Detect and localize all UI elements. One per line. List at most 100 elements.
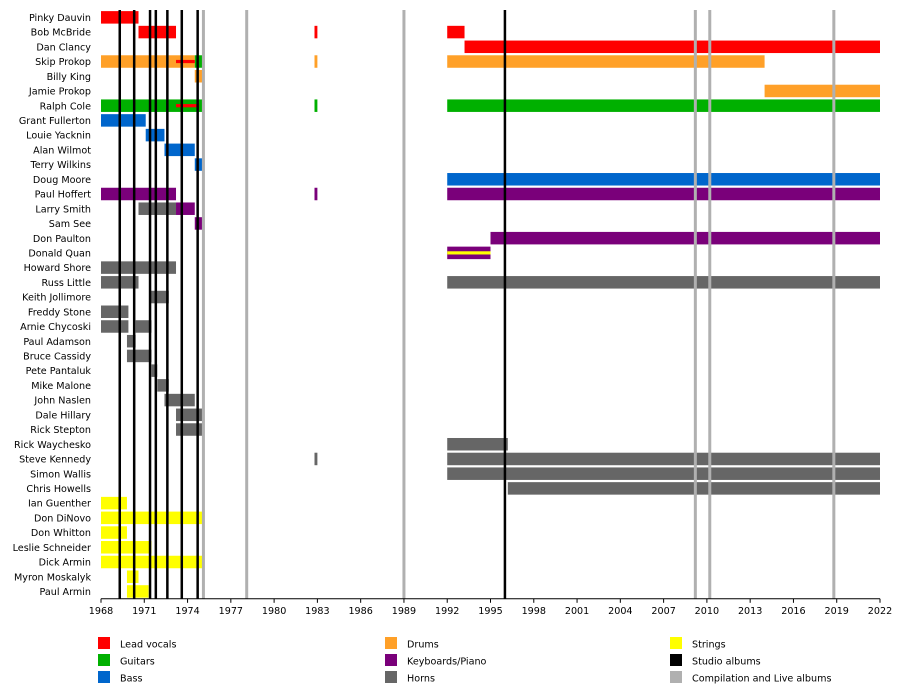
member-label-pete-pantaluk: Pete Pantaluk xyxy=(26,366,92,377)
member-label-john-naslen: John Naslen xyxy=(33,396,91,407)
legend-label-keys: Keyboards/Piano xyxy=(407,657,487,668)
member-label-dan-clancy: Dan Clancy xyxy=(36,42,91,53)
x-tick-label-1992: 1992 xyxy=(435,606,459,617)
bar-larry-smith-horns xyxy=(138,202,177,215)
bar-skip-prokop-drums xyxy=(314,55,318,68)
bar-russ-little-horns xyxy=(447,276,880,289)
bar-paul-hoffert-keys xyxy=(314,187,318,201)
bar-ralph-cole-guitars xyxy=(447,99,880,112)
x-tick-label-2001: 2001 xyxy=(565,606,589,617)
bar-paul-hoffert-keys xyxy=(447,187,880,201)
member-label-russ-little: Russ Little xyxy=(42,278,92,289)
x-tick-label-1989: 1989 xyxy=(392,606,416,617)
x-tick-label-2016: 2016 xyxy=(781,606,805,617)
member-label-bruce-cassidy: Bruce Cassidy xyxy=(23,352,91,363)
bar-alan-wilmot-bass xyxy=(164,143,195,157)
bar-pete-pantaluk-horns xyxy=(151,364,158,377)
legend: Lead vocals Guitars Bass Drums Keyboards/Pia… xyxy=(98,637,831,685)
legend-label-strings: Strings xyxy=(692,640,726,651)
x-tick-label-2010: 2010 xyxy=(695,606,719,617)
member-label-don-dinovo: Don DiNovo xyxy=(34,513,91,524)
bar-simon-wallis-horns xyxy=(447,467,880,480)
legend-swatch-horns xyxy=(385,671,397,683)
bar-don-dinovo-strings xyxy=(101,511,202,525)
member-label-myron-moskalyk: Myron Moskalyk xyxy=(14,572,91,583)
member-bars xyxy=(101,11,880,598)
bar-doug-moore-bass xyxy=(447,173,880,186)
x-tick-label-1983: 1983 xyxy=(305,606,329,617)
x-tick-label-1986: 1986 xyxy=(348,606,372,617)
bar-bob-mcbride-vocals xyxy=(314,25,318,39)
member-label-dale-hillary: Dale Hillary xyxy=(35,410,91,421)
bar-bob-mcbride-vocals xyxy=(447,25,465,39)
member-label-ralph-cole: Ralph Cole xyxy=(40,101,91,112)
member-label-freddy-stone: Freddy Stone xyxy=(28,307,91,318)
member-label-donald-quan: Donald Quan xyxy=(28,248,91,259)
bar-grant-fullerton-bass xyxy=(101,114,146,127)
x-tick-label-1968: 1968 xyxy=(89,606,113,617)
legend-swatch-vocals xyxy=(98,637,110,649)
member-label-arnie-chycoski: Arnie Chycoski xyxy=(20,322,91,333)
member-label-rick-stepton: Rick Stepton xyxy=(30,425,91,436)
overlay-skip-prokop-vocals xyxy=(176,59,195,64)
legend-swatch-guitars xyxy=(98,654,110,666)
member-label-bob-mcbride: Bob McBride xyxy=(31,28,91,39)
member-label-larry-smith: Larry Smith xyxy=(35,204,91,215)
legend-swatch-keys xyxy=(385,654,397,666)
member-labels: Pinky Dauvin Bob McBride Dan Clancy Skip Pr… xyxy=(13,13,92,598)
member-label-howard-shore: Howard Shore xyxy=(24,263,91,274)
legend-swatch-bass xyxy=(98,671,110,683)
member-label-jamie-prokop: Jamie Prokop xyxy=(28,87,91,98)
bar-dan-clancy-vocals xyxy=(464,40,880,54)
x-tick-label-1974: 1974 xyxy=(175,606,199,617)
x-tick-label-1977: 1977 xyxy=(219,606,243,617)
bar-dick-armin-strings xyxy=(101,555,202,569)
bar-leslie-schneider-strings xyxy=(101,541,152,554)
legend-label-vocals: Lead vocals xyxy=(120,640,176,651)
bar-myron-moskalyk-strings xyxy=(126,570,139,583)
member-label-paul-adamson: Paul Adamson xyxy=(23,337,91,348)
member-label-louie-yacknin: Louie Yacknin xyxy=(26,131,91,142)
member-label-don-whitton: Don Whitton xyxy=(31,528,91,539)
bar-freddy-stone-horns xyxy=(101,305,129,319)
member-label-skip-prokop: Skip Prokop xyxy=(35,57,91,68)
bar-bob-mcbride-vocals xyxy=(138,25,177,39)
legend-label-guitars: Guitars xyxy=(120,657,155,668)
member-label-paul-hoffert: Paul Hoffert xyxy=(35,190,92,201)
bar-paul-hoffert-keys xyxy=(101,187,177,201)
member-label-ian-guenther: Ian Guenther xyxy=(28,499,91,510)
member-label-rick-waychesko: Rick Waychesko xyxy=(14,440,91,451)
legend-swatch-drums xyxy=(385,637,397,649)
bar-paul-adamson-horns xyxy=(126,334,136,348)
member-label-mike-malone: Mike Malone xyxy=(31,381,91,392)
member-label-keith-jollimore: Keith Jollimore xyxy=(22,293,91,304)
member-label-grant-fullerton: Grant Fullerton xyxy=(19,116,91,127)
bar-arnie-chycoski-horns xyxy=(135,320,152,333)
bar-mike-malone-horns xyxy=(157,379,169,392)
bar-rick-waychesko-horns xyxy=(447,437,508,451)
bar-steve-kennedy-horns xyxy=(447,452,880,466)
x-tick-label-2022: 2022 xyxy=(868,606,892,617)
legend-label-bass: Bass xyxy=(120,674,142,685)
legend-swatch-compilation xyxy=(670,671,682,683)
overlay-donald-quan-strings xyxy=(447,251,491,255)
overlay-ralph-cole-vocals xyxy=(176,104,200,108)
member-label-doug-moore: Doug Moore xyxy=(33,175,91,186)
bar-arnie-chycoski-horns xyxy=(101,320,129,333)
x-axis: 1968 1971 1974 1977 1980 1983 1986 1989 1992 1995… xyxy=(89,598,892,617)
legend-label-compilation: Compilation and Live albums xyxy=(692,674,831,685)
member-label-don-paulton: Don Paulton xyxy=(33,234,91,245)
member-label-dick-armin: Dick Armin xyxy=(39,558,91,569)
x-tick-label-2013: 2013 xyxy=(738,606,762,617)
bar-bruce-cassidy-horns xyxy=(126,349,152,363)
member-label-pinky-dauvin: Pinky Dauvin xyxy=(29,13,91,24)
legend-swatch-strings xyxy=(670,637,682,649)
bar-ralph-cole-guitars xyxy=(314,99,318,112)
bar-skip-prokop-drums xyxy=(101,55,195,68)
member-label-leslie-schneider: Leslie Schneider xyxy=(13,543,91,554)
bar-don-paulton-keys xyxy=(490,231,880,245)
bar-skip-prokop-drums xyxy=(447,55,765,68)
x-tick-label-2004: 2004 xyxy=(608,606,632,617)
bar-howard-shore-horns xyxy=(101,261,177,274)
